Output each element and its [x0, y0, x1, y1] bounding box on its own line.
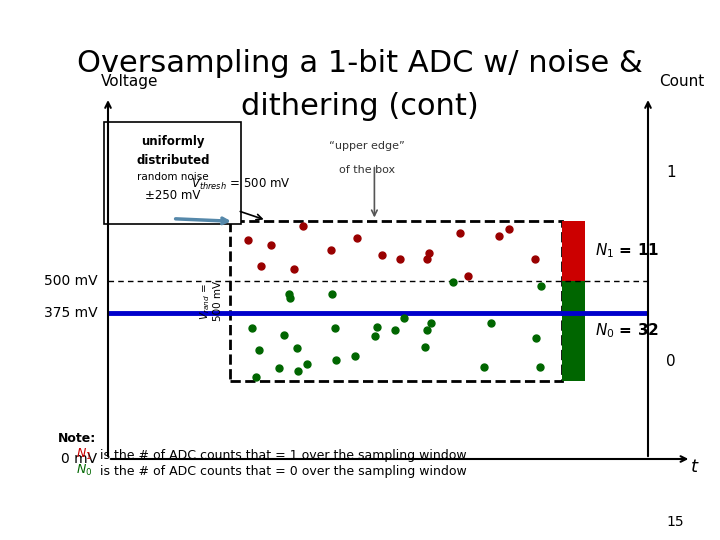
- Text: 15: 15: [667, 515, 684, 529]
- Text: 0: 0: [666, 354, 675, 369]
- Text: $V_{thresh}$ = 500 mV: $V_{thresh}$ = 500 mV: [191, 177, 290, 192]
- Text: $N_1$ = 11: $N_1$ = 11: [595, 242, 660, 260]
- Text: “upper edge”: “upper edge”: [329, 141, 405, 151]
- Text: dithering (cont): dithering (cont): [241, 92, 479, 121]
- Bar: [562, 221, 585, 281]
- Text: Voltage: Voltage: [101, 74, 158, 89]
- Text: 1: 1: [666, 165, 675, 180]
- Text: t: t: [691, 458, 698, 476]
- Bar: [562, 281, 585, 381]
- Text: 0 mV: 0 mV: [61, 452, 97, 466]
- Text: 500 mV: 500 mV: [44, 274, 97, 288]
- FancyBboxPatch shape: [104, 122, 241, 224]
- Text: $N_0$: $N_0$: [76, 463, 92, 478]
- Text: Note:: Note:: [58, 433, 96, 446]
- Text: is the # of ADC counts that = 0 over the sampling window: is the # of ADC counts that = 0 over the…: [96, 465, 467, 478]
- Text: Count: Count: [659, 74, 704, 89]
- Text: uniformly: uniformly: [141, 135, 204, 148]
- Text: Oversampling a 1-bit ADC w/ noise &: Oversampling a 1-bit ADC w/ noise &: [77, 49, 643, 78]
- Text: distributed: distributed: [136, 154, 210, 167]
- Text: $V_{rand}$ =
500 mV: $V_{rand}$ = 500 mV: [198, 281, 223, 321]
- Text: $N_1$: $N_1$: [76, 447, 91, 462]
- Text: is the # of ADC counts that = 1 over the sampling window: is the # of ADC counts that = 1 over the…: [96, 449, 467, 462]
- Text: $N_0$ = 32: $N_0$ = 32: [595, 321, 660, 340]
- Text: of the box: of the box: [339, 165, 395, 175]
- Text: 375 mV: 375 mV: [44, 306, 97, 320]
- Text: ±250 mV: ±250 mV: [145, 189, 200, 202]
- Text: random noise: random noise: [137, 172, 209, 182]
